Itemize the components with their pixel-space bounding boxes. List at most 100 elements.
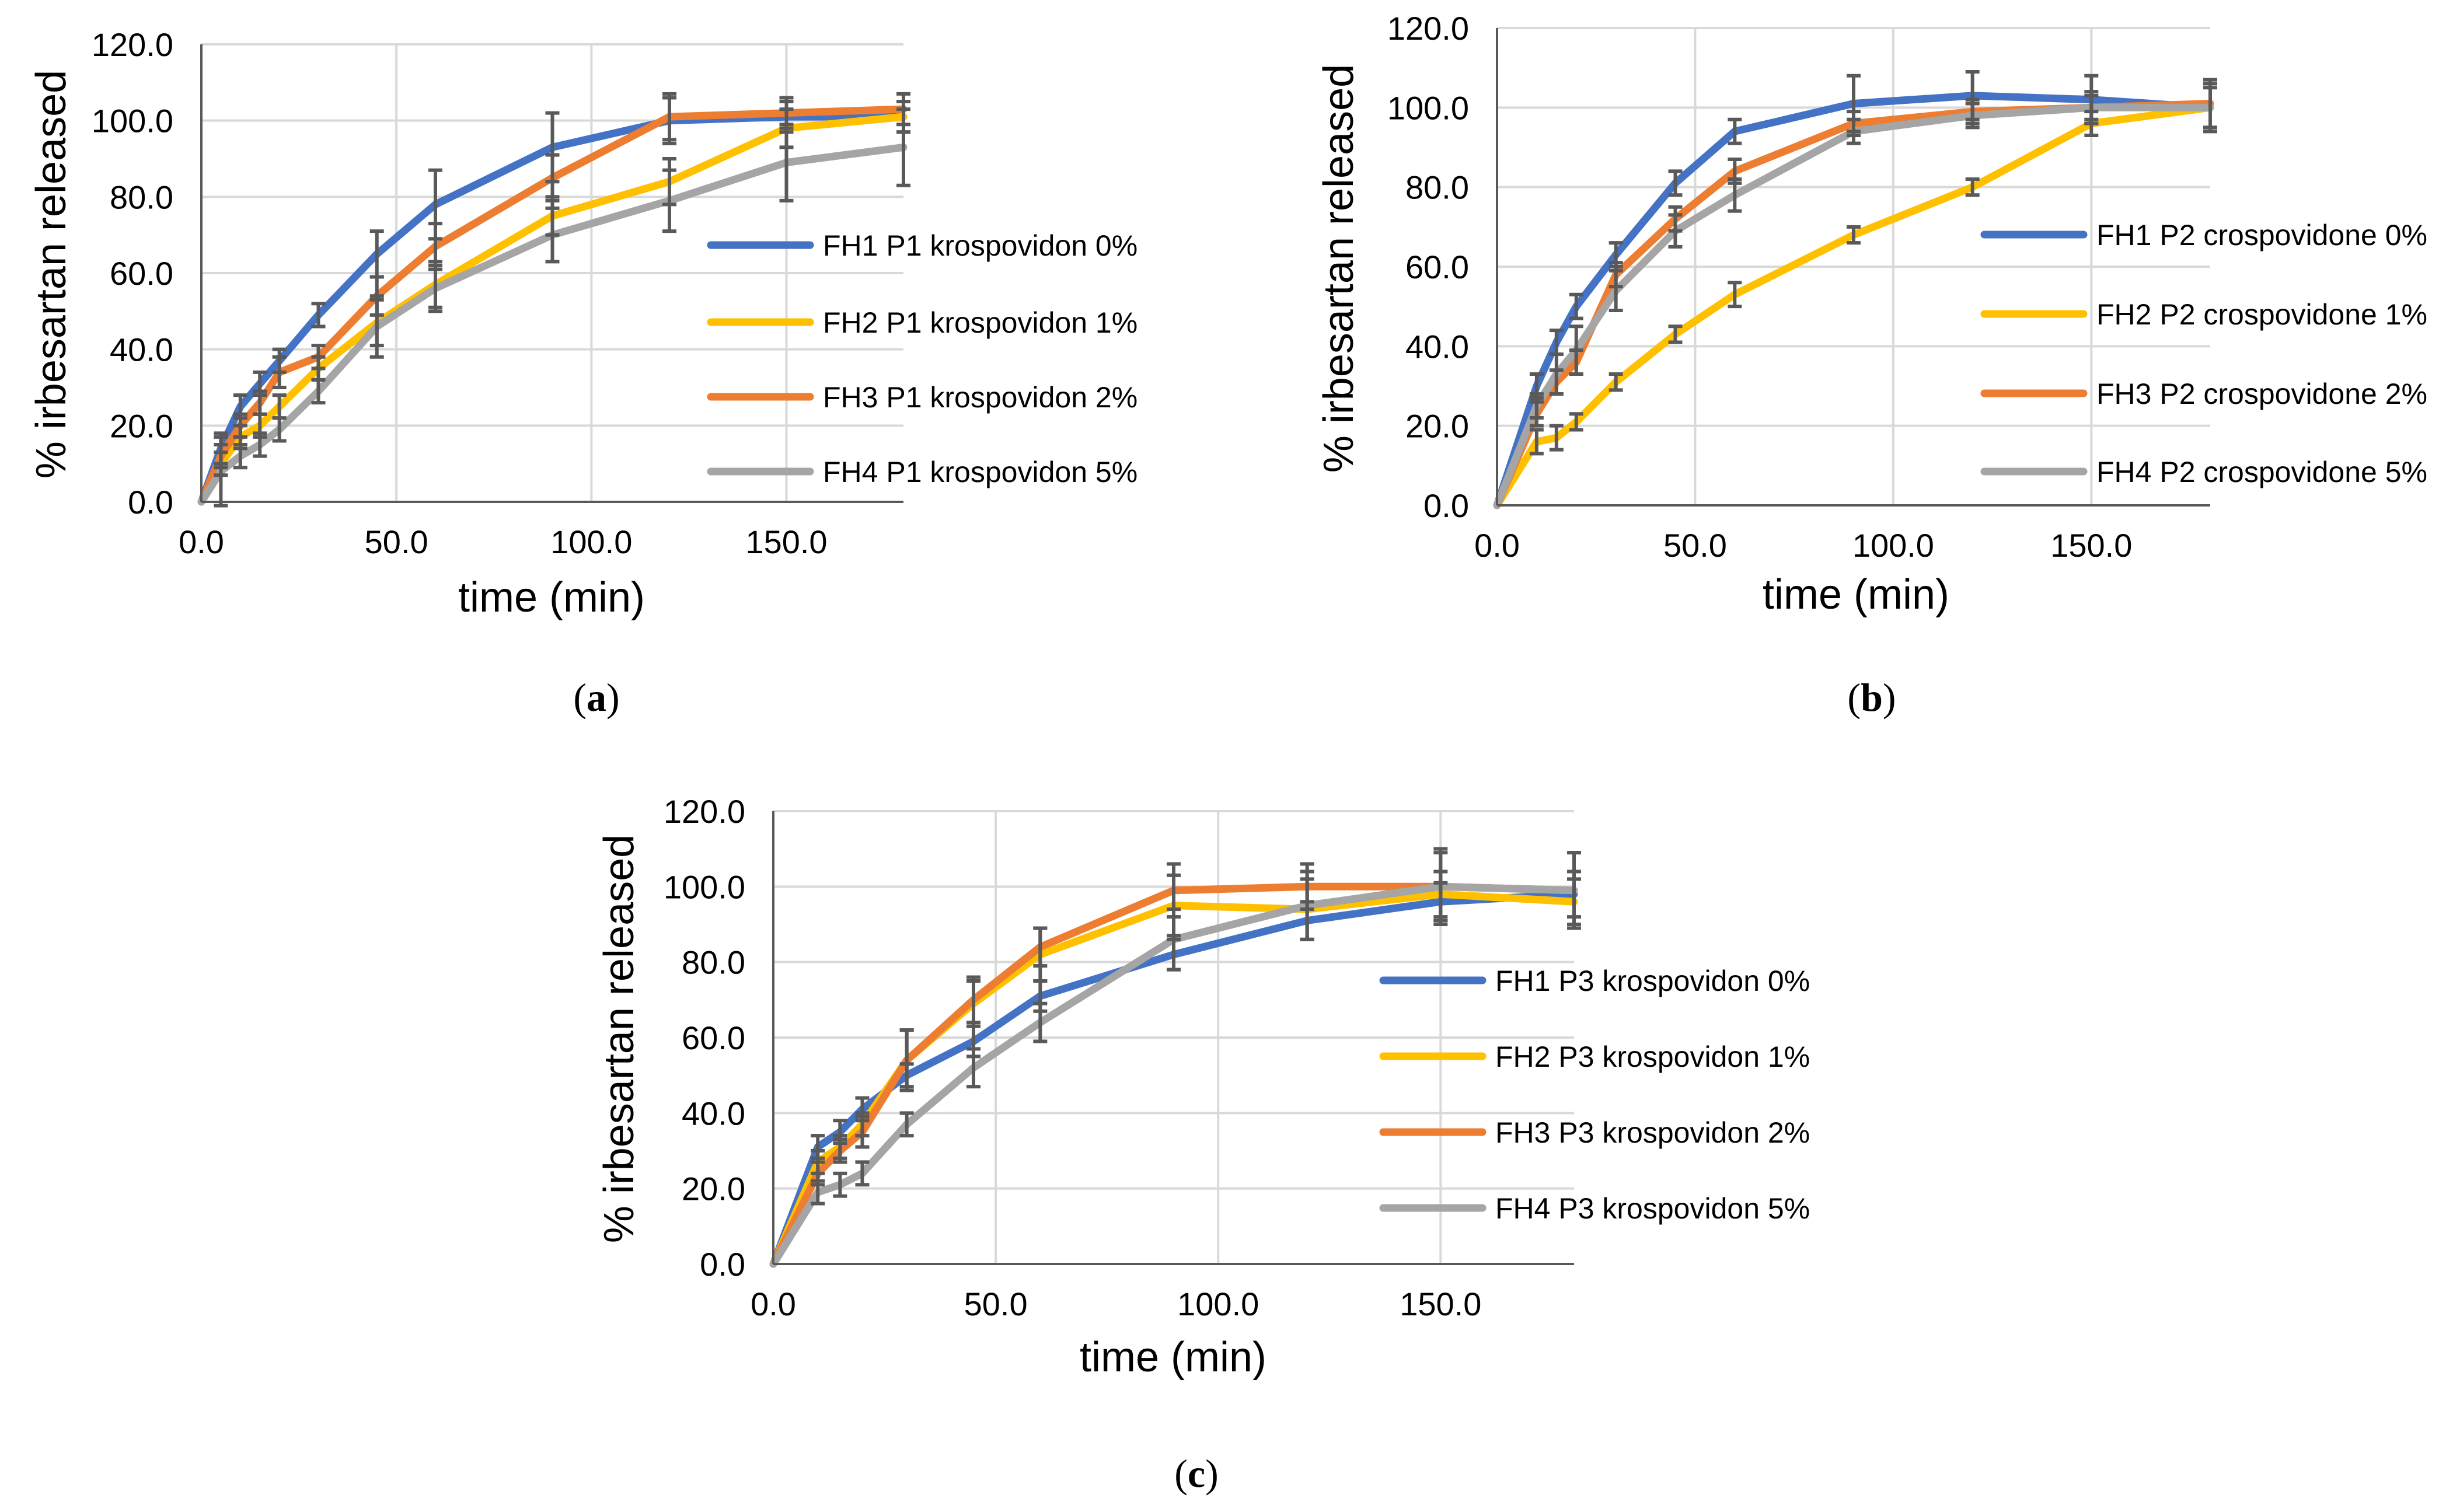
panel-a-series-1-error-bar [311,302,326,329]
panel-c-caption-letter: c [1188,1451,1205,1496]
panel-b-legend-label-4: FH4 P2 crospovidone 5% [2096,456,2427,488]
panel-c-errorbar-layer [811,847,1581,1206]
panel-b-series-4-error-bar [1668,213,1683,249]
panel-a-series-4-error-bar [214,435,228,508]
panel-a-series-3-error-bar [233,412,247,439]
panel-b-legend-label-2: FH2 P2 crospovidone 1% [2096,298,2427,331]
panel-b-legend-entry-2: FH2 P2 crospovidone 1% [1980,298,2427,331]
panel-c-series-3-error-bar [966,975,981,1025]
panel-b-series-4-error-bar [2203,86,2217,130]
panel-a-x-tick-label: 50.0 [365,523,428,560]
panel-b-y-tick-label: 80.0 [1405,169,1469,206]
panel-c-series-4-error-bar [1033,1001,1048,1043]
panel-b-series-1-error-bar [1668,169,1683,197]
panel-c-legend-label-2: FH2 P3 krospovidon 1% [1495,1040,1810,1073]
panel-c-y-tick-label: 40.0 [682,1095,745,1132]
panel-a-y-tick-label: 20.0 [110,407,173,444]
panel-a-series-4-error-bar [545,206,560,264]
panel-b-legend-entry-4: FH4 P2 crospovidone 5% [1980,456,2427,488]
panel-a-x-ticks: 0.0 50.0 100.0 150.0 [179,523,828,560]
panel-a-series-3-error-bar [545,153,560,202]
panel-a-series-4-error-bar [272,416,287,443]
panel-b-y-tick-label: 100.0 [1387,89,1469,126]
panel-c-caption: (c) [1174,1451,1219,1496]
panel-a-y-tick-label: 120.0 [92,26,173,63]
panel-c-y-tick-label: 20.0 [682,1171,745,1207]
panel-b-x-tick-label: 50.0 [1663,527,1727,564]
panel-c-legend-label-1: FH1 P3 krospovidon 0% [1495,965,1810,997]
panel-b-series-4-error-bar [1965,102,1980,130]
panel-a-series-4-error-bar [428,263,442,313]
panel-c-legend-entry-2: FH2 P3 krospovidon 1% [1379,1040,1810,1073]
panel-a-series-4-error-bar [233,443,247,470]
panel-a-legend-label-3: FH3 P1 krospovidon 2% [823,381,1137,414]
panel-b-legend-label-3: FH3 P2 crospovidone 2% [2096,378,2427,410]
panel-a-x-tick-label: 150.0 [745,523,827,560]
panel-a-errorbar-layer [214,92,910,508]
panel-c-y-tick-label: 0.0 [700,1246,745,1283]
panel-c-x-tick-label: 100.0 [1177,1286,1259,1322]
panel-c-x-tick-label: 0.0 [751,1286,796,1322]
panel-b-axes [1496,28,2210,507]
panel-a-series-4-error-bar [896,107,910,187]
panel-c-x-tick-label: 150.0 [1400,1286,1481,1322]
panel-a-series-3-line [197,105,908,506]
panel-b-series-4-error-bar [1608,268,1623,312]
panel-a-series-4-error-bar [779,123,794,202]
panel-c-legend-entry-3: FH3 P3 krospovidon 2% [1379,1116,1810,1149]
panel-a-series-4-error-bar [311,378,326,405]
panel-a-series-3-error-bar [311,344,326,371]
panel-c-legend-label-4: FH4 P3 krospovidon 5% [1495,1192,1810,1225]
panel-b-series-2-error-bar [1529,428,1544,456]
panel-a-y-axis-title: % irbesartan released [28,70,75,479]
panel-c-series-3-error-bar [899,1028,914,1092]
panel-c-series-4-error-bar [1433,851,1448,923]
panel-b-errorbar-layer [1529,69,2217,456]
panel-c-series-3-error-bar [1033,926,1048,968]
panel-b-y-ticks: 0.0 20.0 40.0 60.0 80.0 100.0 120.0 [1387,10,1469,524]
panel-a-y-tick-label: 60.0 [110,255,173,292]
panel-c-y-tick-label: 120.0 [664,793,745,830]
panel-b-series-2-error-bar [1965,177,1980,197]
panel-a-series-3-error-bar [662,92,676,142]
panel-c-series-3-error-bar [855,1115,870,1149]
panel-a-caption: (a) [573,675,619,720]
panel-b-legend-label-1: FH1 P2 crospovidone 0% [2096,219,2427,252]
panel-a-axes [200,44,903,503]
panel-c-x-tick-label: 50.0 [964,1286,1028,1322]
panel-b-y-axis-title: % irbesartan released [1316,64,1362,473]
panel-c-series-4-error-bar [833,1171,847,1198]
panel-c-y-tick-label: 100.0 [664,868,745,905]
panel-c-y-ticks: 0.0 20.0 40.0 60.0 80.0 100.0 120.0 [664,793,745,1283]
panel-b-x-tick-label: 100.0 [1852,527,1934,564]
panel-c-series-4-error-bar [899,1111,914,1138]
panel-b-legend-entry-1: FH1 P2 crospovidone 0% [1980,219,2427,252]
panel-b-y-tick-label: 40.0 [1405,328,1469,365]
panel-b-series-2-error-bar [1728,281,1742,309]
panel-b-x-ticks: 0.0 50.0 100.0 150.0 [1474,527,2132,564]
panel-c-x-axis-title: time (min) [1080,1334,1266,1381]
panel-b-series-4-error-bar [1728,177,1742,213]
panel-b-y-tick-label: 0.0 [1423,487,1469,524]
panel-b-series-4-error-bar [1847,117,1861,145]
panel-a-legend-label-4: FH4 P1 krospovidon 5% [823,456,1137,488]
panel-c: 0.0 20.0 40.0 60.0 80.0 100.0 120.0 0.0 50.0 100… [596,793,1810,1496]
panel-c-y-axis-title: % irbesartan released [596,834,643,1243]
panel-a-legend-entry-3: FH3 P1 krospovidon 2% [707,381,1137,414]
panel-b-legend: FH1 P2 crospovidone 0% FH2 P2 crospovidon… [1980,219,2427,488]
panel-b-caption: (b) [1847,675,1896,720]
panel-b-series-4-error-bar [1569,324,1583,376]
panel-c-series-4-error-bar [855,1160,870,1187]
panel-a-legend-entry-1: FH1 P1 krospovidon 0% [707,229,1137,262]
panel-b-x-axis-title: time (min) [1763,571,1949,618]
panel-c-legend-label-3: FH3 P3 krospovidon 2% [1495,1116,1810,1149]
panel-a-x-tick-label: 100.0 [550,523,632,560]
panel-a-legend-label-2: FH2 P1 krospovidon 1% [823,306,1137,339]
panel-a-legend-entry-4: FH4 P1 krospovidon 5% [707,456,1137,488]
panel-b-y-tick-label: 20.0 [1405,408,1469,445]
panel-a-x-tick-label: 0.0 [179,523,224,560]
panel-b-series-2-error-bar [1668,324,1683,344]
panel-c-axes [772,811,1574,1265]
panel-b-y-tick-label: 120.0 [1387,10,1469,47]
panel-b-series-1-error-bar [1728,117,1742,145]
